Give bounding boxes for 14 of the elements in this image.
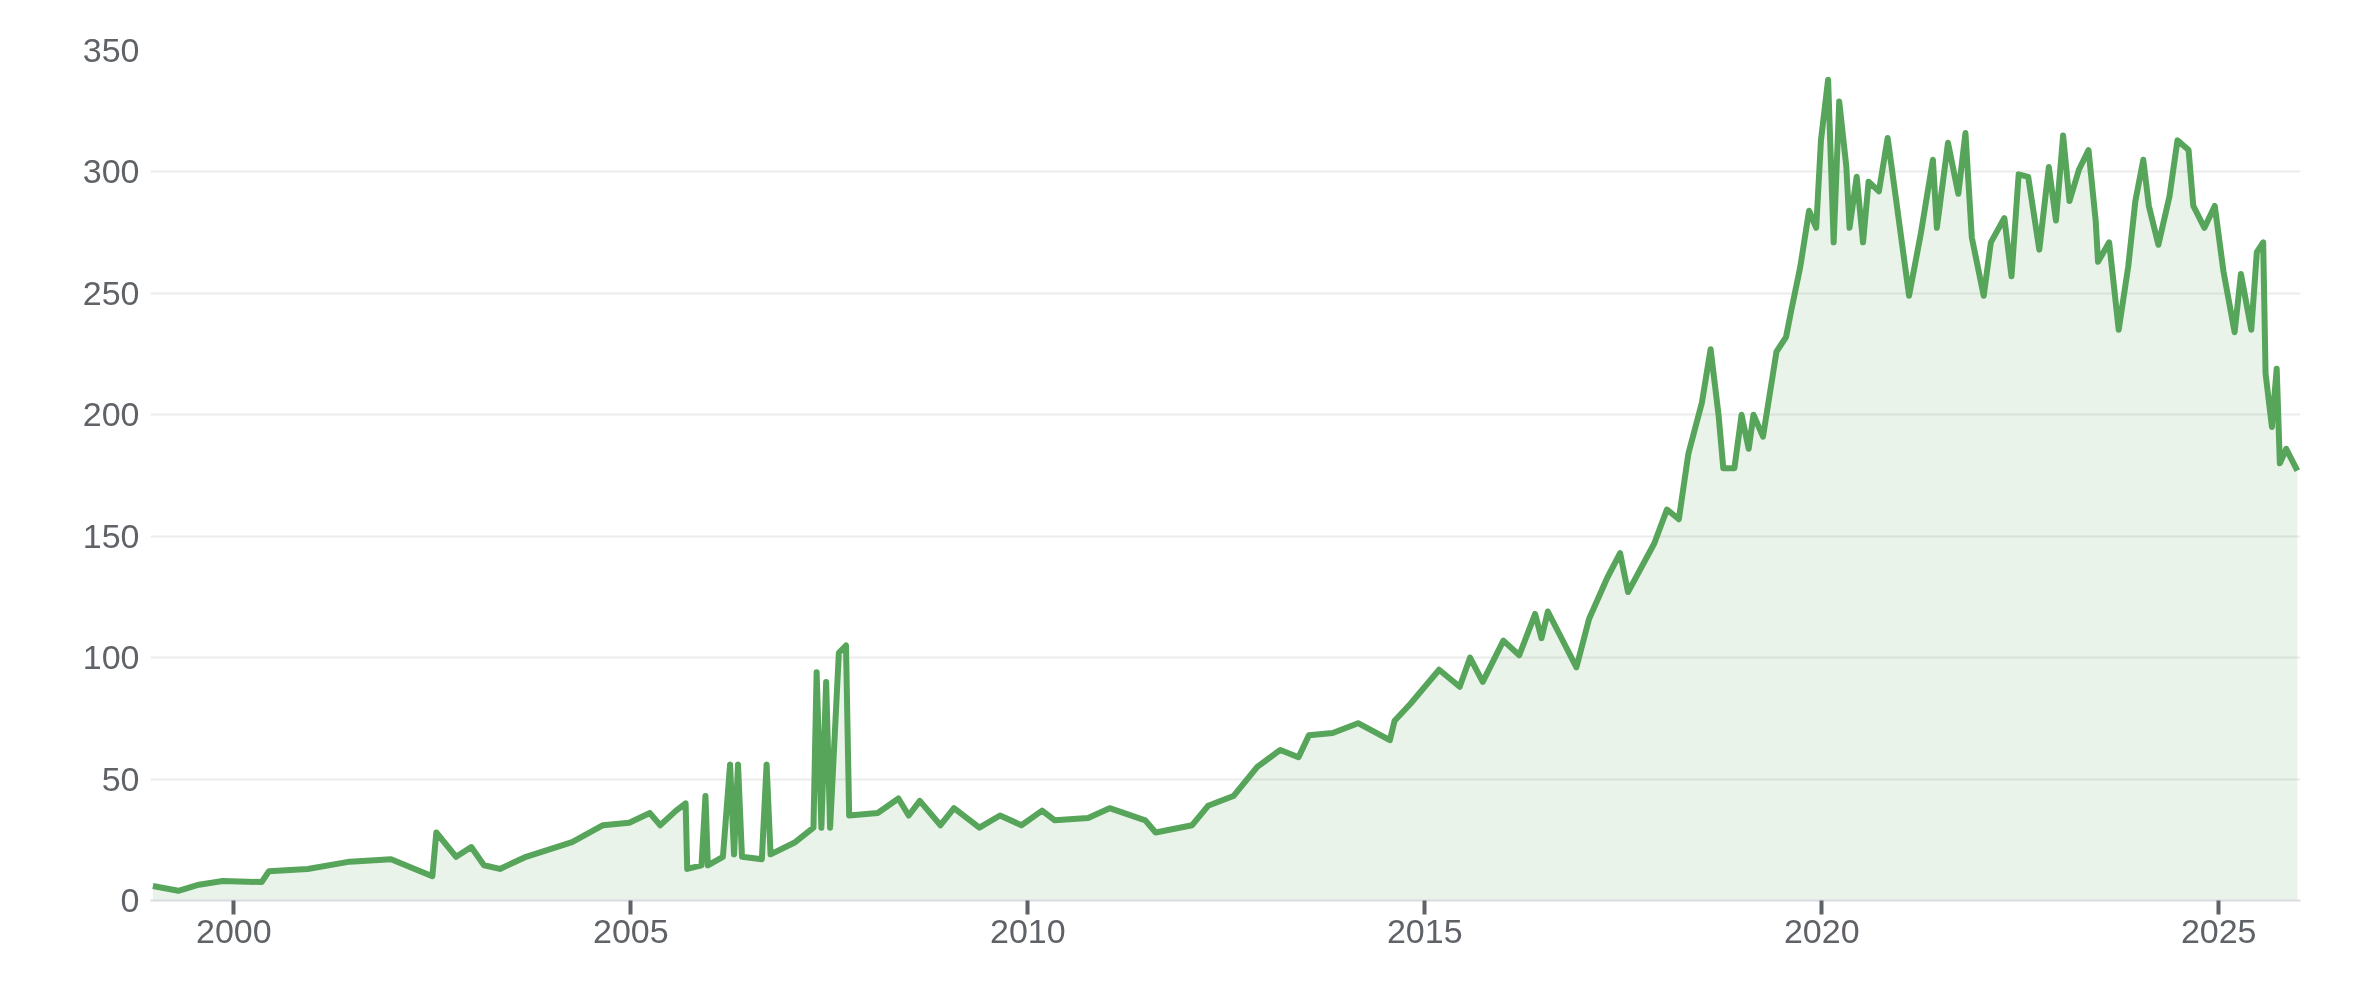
x-tick-label: 2000 (196, 911, 272, 950)
x-tick-label: 2020 (1783, 911, 1860, 950)
y-tick-label: 200 (82, 395, 140, 434)
y-tick-label: 100 (82, 638, 140, 677)
x-tick-label: 2015 (1386, 911, 1463, 950)
y-tick-label: 300 (82, 152, 140, 191)
y-tick-label: 0 (120, 881, 140, 919)
x-tick-label: 2025 (2180, 911, 2257, 950)
y-tick-label: 150 (82, 516, 140, 555)
y-tick-label: 50 (101, 759, 140, 798)
y-tick-label: 350 (82, 31, 140, 69)
x-tick-label: 2005 (593, 911, 669, 950)
x-tick-label: 2010 (989, 911, 1066, 950)
y-tick-label: 250 (82, 273, 140, 312)
